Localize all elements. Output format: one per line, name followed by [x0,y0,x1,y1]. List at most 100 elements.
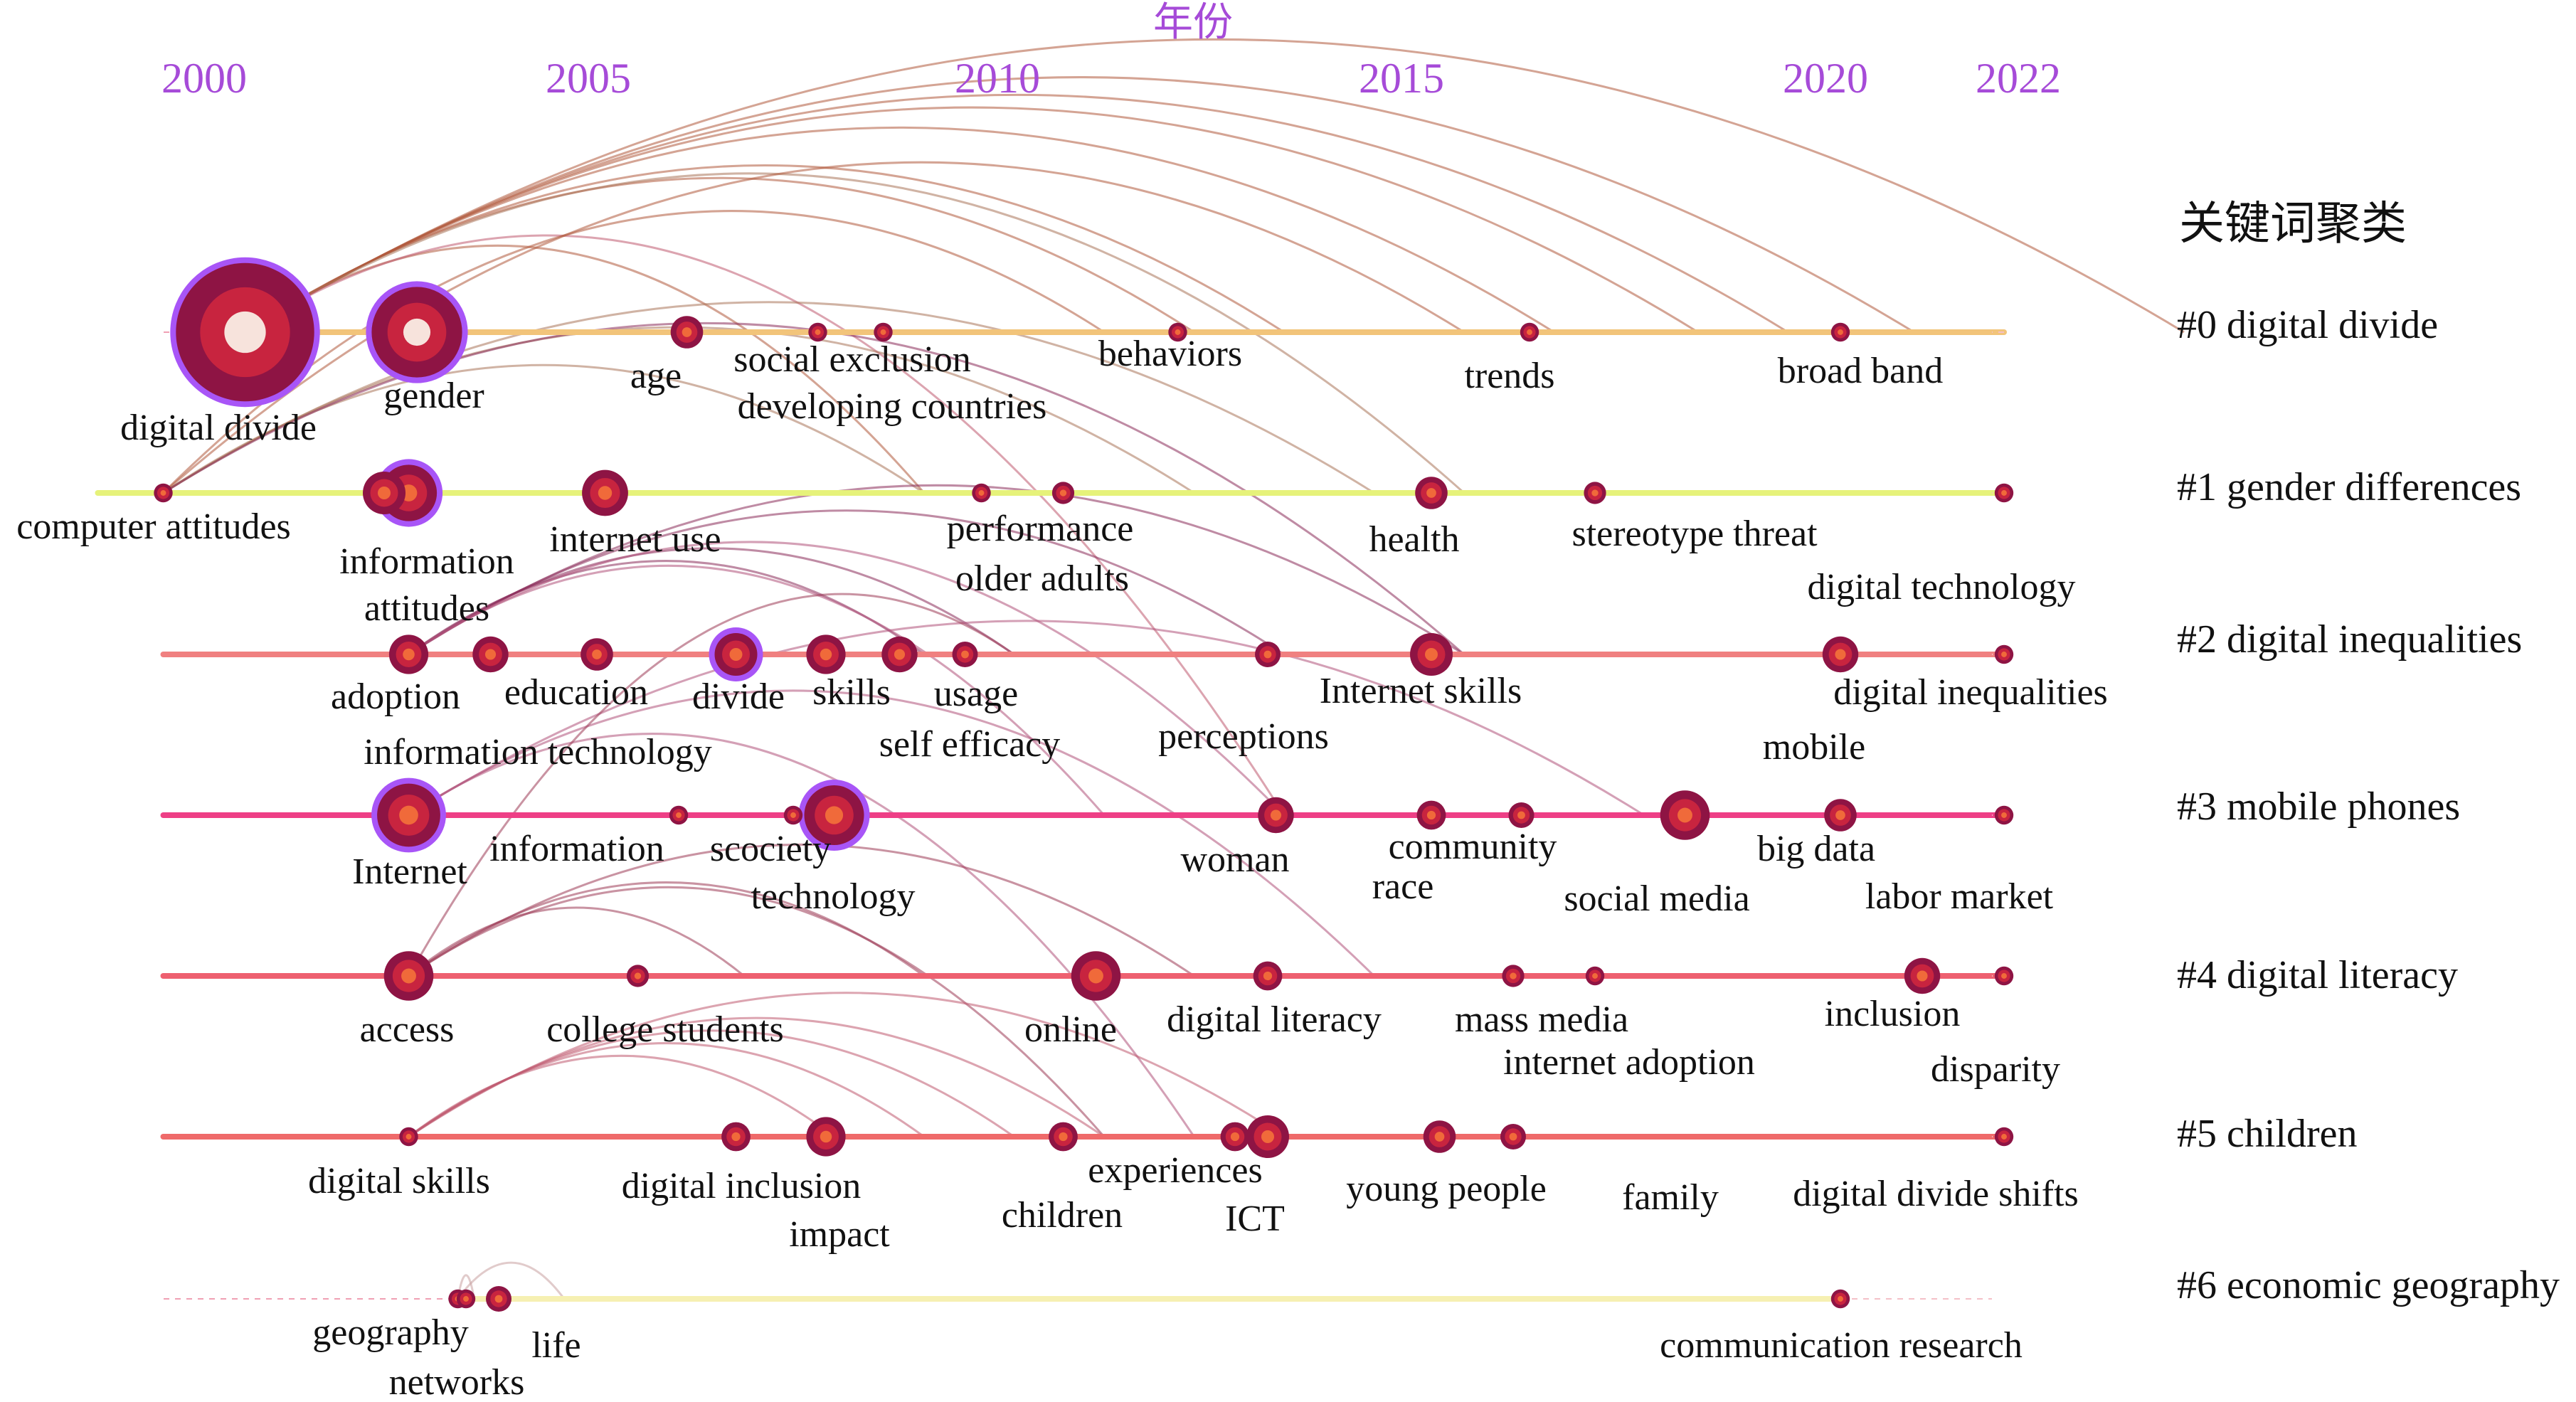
keyword-node-center [1230,1132,1240,1142]
keyword-label: young people [1346,1169,1547,1209]
keyword-node-center [1917,970,1928,982]
keyword-label: ICT [1225,1199,1285,1239]
keyword-label: social exclusion [733,339,971,380]
co-occurrence-arc [408,733,1195,1137]
keyword-node-center [2001,812,2007,818]
keyword-node-center [1517,811,1525,819]
keyword-node-center [2001,973,2007,979]
keyword-label: college students [546,1009,784,1050]
keyword-label: health [1369,519,1459,560]
co-occurrence-arc [244,76,1915,334]
keyword-node-center [2001,652,2007,657]
keyword-label: digital skills [308,1161,490,1201]
keyword-node-center [1059,489,1067,496]
keyword-node-center [403,318,431,346]
keyword-label: experiences [1088,1150,1262,1191]
keyword-label: social media [1564,878,1749,919]
cluster-label: #0 digital divide [2177,303,2438,347]
co-occurrence-arc [408,564,1106,816]
keyword-node-center [825,806,844,824]
keyword-label: disparity [1931,1049,2060,1090]
year-tick: 2020 [1783,55,1868,102]
keyword-label: broad band [1778,351,1943,391]
keyword-label: age [630,356,682,396]
keyword-label: access [360,1009,455,1050]
keyword-node-center [790,812,796,818]
keyword-node-center [378,487,391,499]
co-occurrence-arc [408,906,745,977]
keyword-label: digital divide [120,408,317,448]
co-occurrence-arc [244,106,1699,334]
keyword-node-center [399,805,418,825]
keyword-node-center [815,329,821,335]
keyword-node-center [729,648,743,661]
co-occurrence-arc [408,620,1645,817]
legend-title: 关键词聚类 [2179,198,2407,249]
cluster-label: #6 economic geography [2177,1263,2560,1307]
keyword-node-center [160,490,166,496]
keyword-label: Internet skills [1320,671,1522,711]
co-occurrence-arc [408,886,1106,1137]
keyword-label: developing countries [738,386,1047,427]
keyword-node-center [880,329,886,335]
keyword-label: information technology [364,732,712,772]
keyword-label: Internet [352,851,467,892]
keyword-label: gender [383,376,484,416]
keyword-label: internet use [549,519,721,560]
keyword-label: skills [812,672,891,713]
keyword-label: digital inequalities [1833,672,2108,713]
keyword-node-center [1838,329,1843,335]
keyword-label: technology [751,876,915,917]
keyword-node-center [401,968,416,984]
keyword-node-center [494,1295,503,1303]
co-occurrence-arc [408,1042,925,1138]
keyword-labels: digital divide gender age social exclusion d… [16,334,2108,1402]
co-occurrence-arc [408,843,1195,977]
keyword-node-center [1591,489,1599,496]
keyword-label: race [1372,866,1434,907]
cluster-label: #1 gender differences [2177,465,2521,509]
keyword-nodes [154,257,2014,1312]
keyword-node-center [1677,807,1692,823]
keyword-node-center [894,649,906,660]
axis-title: 年份 [1153,1,1233,45]
keyword-node-center [1088,968,1103,984]
keyword-label: performance [947,509,1134,549]
keyword-label: children [1002,1195,1123,1236]
co-occurrence-arc [244,234,1286,816]
keyword-node-center [1426,810,1436,820]
keyword-node-center [406,1134,412,1140]
cluster-legend: 关键词聚类 #0 digital divide #1 gender differ… [2177,198,2560,1307]
keyword-label: education [504,672,648,713]
co-occurrence-arc [408,593,1015,977]
co-occurrence-arc [162,161,1465,494]
year-tick: 2015 [1359,55,1444,102]
year-tick: 2005 [546,55,631,102]
keyword-node-center [1434,1132,1445,1142]
keyword-node-center [1270,809,1282,821]
year-axis: 年份 2000 2005 2010 2015 2020 2022 [161,1,2061,102]
keyword-label: geography [312,1312,468,1353]
keyword-label: mobile [1763,727,1865,768]
keyword-label: behaviors [1098,334,1242,374]
keyword-node-center [1175,329,1181,335]
keyword-node-center [1425,648,1438,661]
keyword-label: digital technology [1808,567,2076,607]
cluster-label: #3 mobile phones [2177,785,2460,829]
keyword-label: information [489,829,664,869]
keyword-node-center [598,486,613,500]
keyword-label: computer attitudes [16,506,291,547]
keyword-label: inclusion [1825,994,1961,1034]
keyword-label: perceptions [1158,716,1329,757]
keyword-node-center [1263,971,1273,981]
year-tick: 2022 [1976,55,2061,102]
keyword-node-center [682,327,692,337]
keyword-node-center [1592,973,1598,979]
co-occurrence-arc [408,484,1465,656]
keyword-label: mass media [1455,999,1628,1040]
keyword-label: digital divide shifts [1793,1174,2079,1214]
keyword-node-center [676,812,682,818]
keyword-label: trends [1464,356,1554,396]
keyword-label: communication research [1660,1325,2023,1366]
keyword-node-center [1510,972,1517,979]
